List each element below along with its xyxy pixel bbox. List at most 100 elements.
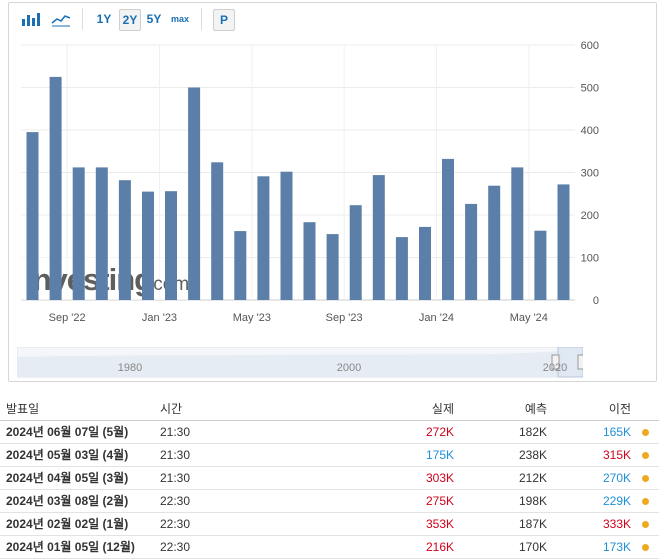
- range-2y-button[interactable]: 2Y: [119, 9, 141, 31]
- bar[interactable]: [534, 230, 547, 300]
- bar[interactable]: [257, 176, 270, 300]
- bar[interactable]: [72, 167, 85, 300]
- alert-dot-icon[interactable]: [642, 521, 649, 528]
- bar[interactable]: [372, 175, 385, 300]
- x-tick-label: Jan '24: [419, 312, 454, 324]
- navigator-label-2000: 2000: [337, 362, 361, 374]
- row-forecast: 187K: [518, 517, 547, 531]
- bar[interactable]: [465, 203, 478, 300]
- row-date: 2024년 04월 05일 (3월): [6, 471, 129, 485]
- row-previous: 173K: [602, 540, 631, 554]
- row-actual: 216K: [425, 540, 454, 554]
- alert-dot-icon[interactable]: [642, 429, 649, 436]
- range-max-button[interactable]: max: [170, 14, 189, 24]
- bar[interactable]: [349, 205, 362, 300]
- y-tick-label: 400: [581, 125, 599, 137]
- navigator-handle-left[interactable]: [551, 354, 560, 370]
- area-chart-icon[interactable]: [50, 9, 72, 29]
- row-time: 22:30: [160, 494, 191, 508]
- y-tick-label: 300: [581, 168, 599, 180]
- x-tick-label: May '23: [233, 312, 271, 324]
- bar[interactable]: [557, 184, 570, 300]
- alert-dot-icon[interactable]: [642, 498, 649, 505]
- p-button[interactable]: P: [213, 9, 235, 31]
- table-row: 2024년 05월 03일 (4월) 21:30 175K 238K 315K: [0, 444, 659, 467]
- row-forecast: 182K: [518, 425, 547, 439]
- header-time[interactable]: 시간: [160, 402, 183, 416]
- row-previous: 333K: [602, 517, 631, 531]
- row-actual: 303K: [425, 471, 454, 485]
- bar[interactable]: [49, 76, 62, 301]
- alert-dot-icon[interactable]: [642, 475, 649, 482]
- toolbar-separator: [82, 8, 83, 30]
- bar[interactable]: [26, 132, 39, 300]
- alert-dot-icon[interactable]: [642, 544, 649, 551]
- bar[interactable]: [326, 234, 339, 300]
- table-row: 2024년 04월 05일 (3월) 21:30 303K 212K 270K: [0, 467, 659, 490]
- row-date: 2024년 03월 08일 (2월): [6, 494, 129, 508]
- table-row: 2024년 02월 02일 (1월) 22:30 353K 187K 333K: [0, 513, 659, 536]
- range-5y-button[interactable]: 5Y: [146, 12, 162, 26]
- row-forecast: 170K: [518, 540, 547, 554]
- table-row: 2024년 03월 08일 (2월) 22:30 275K 198K 229K: [0, 490, 659, 513]
- toolbar-separator: [201, 8, 202, 30]
- row-time: 22:30: [160, 540, 191, 554]
- row-previous: 229K: [602, 494, 631, 508]
- table-row: 2024년 01월 05일 (12월) 22:30 216K 170K 173K: [0, 536, 659, 559]
- y-tick-label: 100: [581, 253, 599, 265]
- header-date[interactable]: 발표일: [6, 402, 40, 416]
- y-tick-label: 0: [593, 295, 599, 307]
- y-tick-label: 600: [581, 40, 599, 52]
- watermark-brand: Investing: [25, 262, 152, 297]
- bar-chart-icon[interactable]: [20, 9, 42, 29]
- history-table: 발표일 시간 실제 예측 이전 2024년 06월 07일 (5월) 21:30 2…: [0, 396, 659, 559]
- table-header: 발표일 시간 실제 예측 이전: [0, 396, 659, 421]
- bar[interactable]: [395, 237, 408, 300]
- header-forecast[interactable]: 예측: [524, 402, 547, 416]
- row-actual: 353K: [425, 517, 454, 531]
- bar[interactable]: [142, 191, 154, 300]
- row-time: 21:30: [160, 425, 191, 439]
- x-tick-label: Sep '23: [326, 312, 363, 324]
- row-forecast: 198K: [518, 494, 547, 508]
- bar[interactable]: [511, 167, 524, 300]
- row-date: 2024년 06월 07일 (5월): [6, 425, 129, 439]
- navigator-series: [17, 351, 562, 377]
- bar[interactable]: [188, 87, 201, 301]
- chart-panel: 1Y 2Y 5Y max P Investing .com 0100200300…: [8, 2, 657, 382]
- navigator-label-2020: 2020: [543, 362, 567, 374]
- header-previous[interactable]: 이전: [608, 402, 631, 416]
- navigator-handle-right[interactable]: [577, 354, 583, 370]
- x-tick-label: May '24: [510, 312, 548, 324]
- bar[interactable]: [211, 162, 224, 300]
- row-time: 21:30: [160, 471, 191, 485]
- x-tick-label: Jan '23: [142, 312, 177, 324]
- y-tick-label: 200: [581, 210, 599, 222]
- alert-dot-icon[interactable]: [642, 452, 649, 459]
- y-tick-label: 500: [581, 83, 599, 95]
- row-previous: 165K: [602, 425, 631, 439]
- bar[interactable]: [95, 167, 108, 300]
- row-date: 2024년 05월 03일 (4월): [6, 448, 129, 462]
- bar[interactable]: [280, 171, 293, 300]
- bar[interactable]: [234, 231, 247, 300]
- navigator-label-1980: 1980: [118, 362, 142, 374]
- row-time: 21:30: [160, 448, 191, 462]
- bar[interactable]: [118, 180, 131, 300]
- bar[interactable]: [442, 158, 454, 300]
- bar[interactable]: [488, 185, 501, 300]
- bar[interactable]: [165, 191, 177, 300]
- header-actual[interactable]: 실제: [431, 402, 454, 416]
- row-actual: 175K: [425, 448, 454, 462]
- row-previous: 270K: [602, 471, 631, 485]
- bar[interactable]: [419, 226, 431, 300]
- table-row: 2024년 06월 07일 (5월) 21:30 272K 182K 165K: [0, 421, 659, 444]
- bar[interactable]: [303, 222, 316, 300]
- row-forecast: 212K: [518, 471, 547, 485]
- range-1y-button[interactable]: 1Y: [96, 12, 112, 26]
- row-date: 2024년 01월 05일 (12월): [6, 540, 135, 554]
- row-actual: 272K: [425, 425, 454, 439]
- range-navigator[interactable]: 1980 2000 2020: [17, 347, 583, 379]
- chart-toolbar: 1Y 2Y 5Y max P: [9, 3, 656, 35]
